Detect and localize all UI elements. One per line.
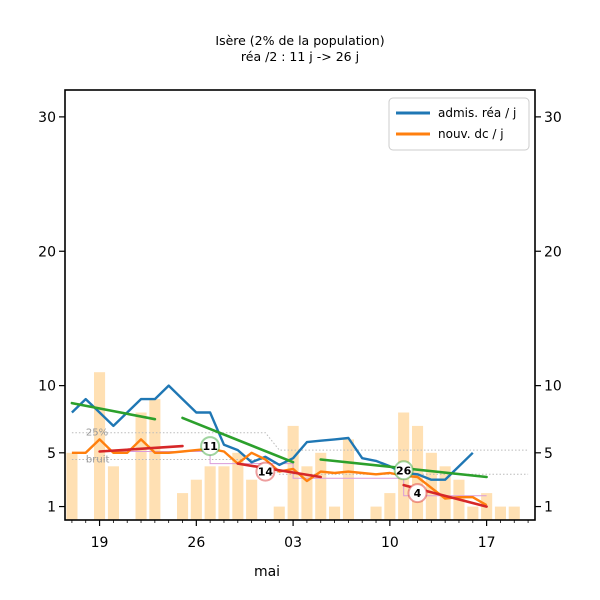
x-tick-label: 26 bbox=[187, 535, 205, 551]
bar bbox=[412, 425, 424, 520]
bar bbox=[494, 506, 506, 520]
badge-label: 4 bbox=[414, 487, 422, 500]
y-tick-label: 1 bbox=[47, 500, 56, 516]
x-axis-label: mai bbox=[254, 564, 280, 580]
bar bbox=[107, 466, 119, 521]
badge-circle bbox=[255, 461, 276, 482]
y-tick-label: 30 bbox=[544, 110, 562, 126]
badge-label: 11 bbox=[202, 440, 217, 453]
badge-label: 14 bbox=[258, 466, 274, 479]
bar bbox=[135, 412, 147, 520]
plot-frame bbox=[64, 89, 536, 521]
legend-label-admissions: admis. réa / j bbox=[438, 106, 516, 120]
badge-label: 26 bbox=[396, 464, 412, 477]
legend-box bbox=[388, 97, 530, 151]
bar bbox=[329, 506, 341, 520]
badges-layer: 11 14 264 bbox=[200, 436, 428, 504]
legend-label-deaths: nouv. dc / j bbox=[438, 127, 504, 141]
trend-line bbox=[98, 444, 184, 453]
y-tick-label: 10 bbox=[38, 379, 56, 395]
x-tick-label: 19 bbox=[91, 535, 109, 551]
bar bbox=[384, 493, 396, 520]
reference-line bbox=[71, 432, 529, 451]
y-tick-label: 5 bbox=[544, 446, 553, 462]
bar bbox=[204, 466, 216, 521]
bar bbox=[370, 506, 382, 520]
badge-circle bbox=[200, 436, 221, 457]
bar bbox=[467, 506, 479, 520]
trend-line bbox=[70, 401, 157, 421]
bar bbox=[315, 452, 327, 520]
bar bbox=[218, 466, 230, 521]
bar bbox=[439, 466, 451, 521]
bar bbox=[94, 372, 106, 520]
x-tick-label: 17 bbox=[478, 535, 496, 551]
x-tick-label: 03 bbox=[284, 535, 302, 551]
y-tick-label: 20 bbox=[38, 244, 56, 260]
bar bbox=[273, 506, 285, 520]
y-tick-label: 30 bbox=[38, 110, 56, 126]
bar bbox=[301, 466, 313, 521]
bar bbox=[66, 452, 78, 520]
y-tick-label: 1 bbox=[544, 500, 553, 516]
bar bbox=[508, 506, 520, 520]
x-tick-label: 10 bbox=[381, 535, 399, 551]
y-tick-label: 10 bbox=[544, 379, 562, 395]
trend-line bbox=[236, 462, 323, 479]
chart-title: Isère (2% de la population) bbox=[215, 33, 384, 48]
bar bbox=[190, 479, 202, 520]
legend: admis. réa / j nouv. dc / j bbox=[388, 97, 530, 151]
x-axis-ticks: 19 26 03 10 17 bbox=[71, 520, 529, 551]
bar bbox=[342, 439, 354, 520]
bar bbox=[177, 493, 189, 520]
badge-circle bbox=[393, 460, 414, 481]
badge-circle bbox=[407, 483, 428, 504]
y-tick-label: 20 bbox=[544, 244, 562, 260]
reference-line-label: 25% bbox=[86, 428, 108, 439]
chart-subtitle: réa /2 : 11 j -> 26 j bbox=[241, 49, 359, 64]
bar bbox=[149, 399, 161, 520]
bar bbox=[232, 452, 244, 520]
reference-line-label: bruit bbox=[86, 455, 110, 466]
trend-line bbox=[181, 416, 295, 464]
y-tick-label: 5 bbox=[47, 446, 56, 462]
bar bbox=[246, 479, 258, 520]
